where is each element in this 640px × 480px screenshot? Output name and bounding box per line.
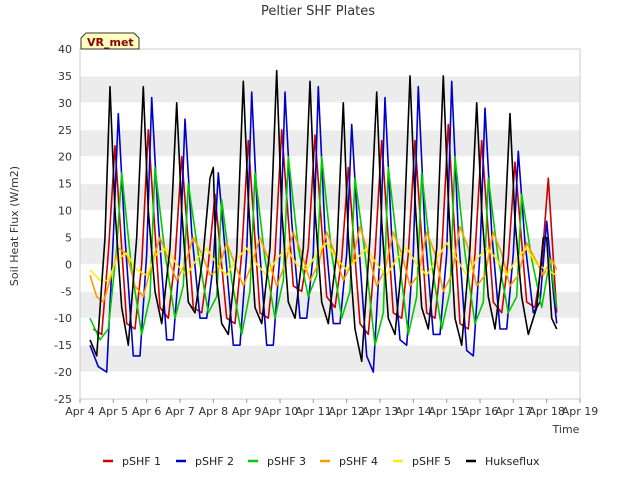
- legend-item: pSHF 2: [176, 455, 234, 468]
- series-line-pshf-5: [89, 242, 558, 282]
- shaded-band-3: [80, 183, 580, 211]
- series-lines: [89, 69, 558, 373]
- x-tick-label: Apr 8: [199, 405, 229, 418]
- x-tick-label: Apr 9: [232, 405, 262, 418]
- site-badge-box: [80, 32, 140, 50]
- legend-item: pSHF 4: [320, 455, 378, 468]
- y-tick-label: -10: [54, 312, 72, 325]
- y-tick-label: 30: [58, 97, 72, 110]
- series-line-hukseflux: [89, 69, 558, 363]
- legend-label: pSHF 3: [267, 455, 306, 468]
- x-tick-label: Apr 4: [65, 405, 95, 418]
- y-tick-label: -25: [54, 393, 72, 406]
- y-tick-label: 15: [58, 178, 72, 191]
- legend-label: Hukseflux: [485, 455, 540, 468]
- x-tick-label: Apr 16: [462, 405, 499, 418]
- shaded-band-0: [80, 345, 580, 373]
- legend-item: Hukseflux: [466, 455, 540, 468]
- site-badge-label: VR_met: [87, 36, 134, 49]
- y-tick-label: 20: [58, 151, 72, 164]
- y-tick-label: 5: [65, 231, 72, 244]
- y-tick-label: 25: [58, 124, 72, 137]
- x-tick-label: Apr 10: [262, 405, 299, 418]
- shaded-band-5: [80, 75, 580, 103]
- shaded-band-4: [80, 129, 580, 157]
- site-badge: VR_met: [80, 32, 140, 50]
- chart-title: Peltier SHF Plates: [261, 4, 375, 19]
- x-tick-label: Apr 14: [395, 405, 432, 418]
- legend-label: pSHF 2: [195, 455, 234, 468]
- y-axis-ticks: -25 -20 -15 -10 -5 0 5 10 15 20 25 30 35 40: [54, 43, 72, 406]
- x-tick-label: Apr 15: [428, 405, 465, 418]
- x-tick-label: Apr 6: [132, 405, 162, 418]
- legend-item: pSHF 5: [393, 455, 451, 468]
- x-tick-label: Apr 7: [165, 405, 195, 418]
- x-tick-label: Apr 17: [495, 405, 532, 418]
- y-tick-label: -20: [54, 366, 72, 379]
- y-tick-label: -5: [61, 285, 72, 298]
- legend-item: pSHF 3: [248, 455, 306, 468]
- legend-label: pSHF 5: [412, 455, 451, 468]
- y-axis-label: Soil Heat Flux (W/m2): [8, 166, 21, 286]
- legend: pSHF 1 pSHF 2 pSHF 3 pSHF 4 pSHF 5 Hukseflux: [103, 455, 540, 468]
- x-axis-ticks: Apr 4 Apr 5 Apr 6 Apr 7 Apr 8 Apr 9 Apr 10Apr …: [65, 399, 598, 418]
- y-tick-label: 35: [58, 70, 72, 83]
- y-tick-label: 40: [58, 43, 72, 56]
- legend-label: pSHF 4: [339, 455, 378, 468]
- x-tick-label: Apr 19: [562, 405, 599, 418]
- x-tick-label: Apr 18: [528, 405, 565, 418]
- x-tick-label: Apr 5: [99, 405, 129, 418]
- series-line-pshf-3: [89, 155, 558, 347]
- x-tick-label: Apr 12: [328, 405, 365, 418]
- legend-label: pSHF 1: [122, 455, 161, 468]
- y-tick-label: -15: [54, 339, 72, 352]
- legend-item: pSHF 1: [103, 455, 161, 468]
- y-tick-label: 0: [65, 258, 72, 271]
- x-axis-label: Time: [552, 423, 580, 436]
- plot-frame: [79, 48, 581, 400]
- x-tick-label: Apr 13: [362, 405, 399, 418]
- x-tick-label: Apr 11: [295, 405, 332, 418]
- y-tick-label: 10: [58, 205, 72, 218]
